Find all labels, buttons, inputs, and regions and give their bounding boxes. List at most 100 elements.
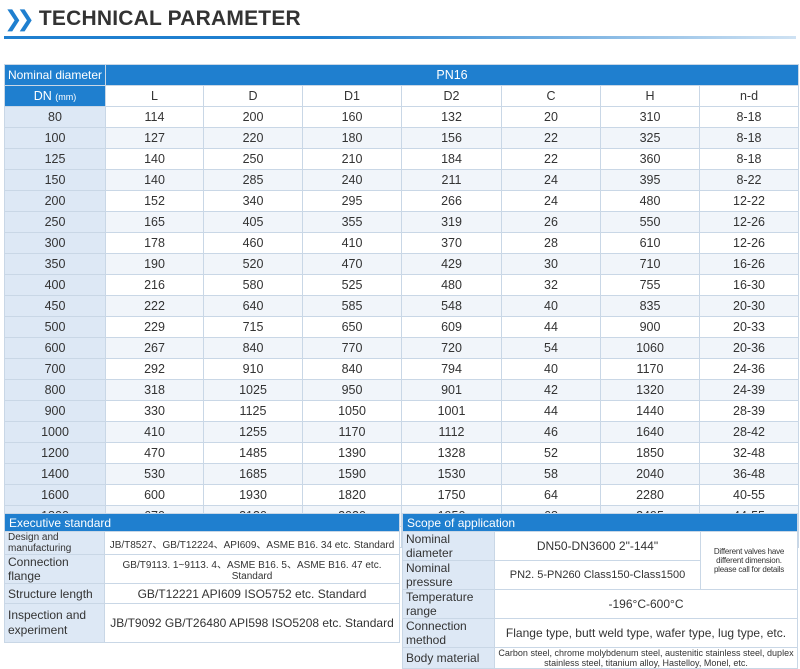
table-cell: 370 <box>401 232 502 254</box>
table-cell: 12-26 <box>698 232 800 254</box>
table-cell: 1640 <box>600 421 700 443</box>
table-cell: 325 <box>600 127 700 149</box>
dn-cell: 800 <box>4 379 106 401</box>
dn-cell: 1600 <box>4 484 106 506</box>
heading-underline <box>4 36 796 39</box>
connection-flange-label: Connection flange <box>4 554 105 584</box>
table-cell: 24 <box>501 190 601 212</box>
body-material-value: Carbon steel, chrome molybdenum steel, a… <box>494 647 798 669</box>
table-cell: 165 <box>105 211 204 233</box>
table-cell: 319 <box>401 211 502 233</box>
dn-cell: 400 <box>4 274 106 296</box>
table-cell: 1440 <box>600 400 700 422</box>
table-cell: 8-22 <box>698 169 800 191</box>
dn-header-unit: (mm) <box>55 92 77 102</box>
table-cell: 600 <box>105 484 204 506</box>
double-chevron-icon: ❯❯ <box>4 6 35 31</box>
table-cell: 250 <box>203 148 303 170</box>
table-cell: 40 <box>501 295 601 317</box>
temperature-range-value: -196°C-600°C <box>494 589 798 619</box>
table-cell: 715 <box>203 316 303 338</box>
table-cell: 318 <box>105 379 204 401</box>
table-cell: 1685 <box>203 463 303 485</box>
scope-of-application-table: Scope of application Nominal diameter DN… <box>402 513 799 669</box>
table-cell: 58 <box>501 463 601 485</box>
table-cell: 585 <box>302 295 402 317</box>
table-cell: 44 <box>501 316 601 338</box>
executive-standard-table: Executive standard Design and manufactur… <box>4 513 400 643</box>
table-cell: 16-26 <box>698 253 800 275</box>
nominal-diameter-label: Nominal diameter <box>402 531 495 561</box>
table-cell: 2280 <box>600 484 700 506</box>
table-cell: 140 <box>105 169 204 191</box>
table-cell: 160 <box>302 106 402 128</box>
table-cell: 480 <box>401 274 502 296</box>
table-row: 350 190 520 470 429 30 710 16-26 <box>4 253 800 275</box>
table-cell: 840 <box>302 358 402 380</box>
table-row: 400 216 580 525 480 32 755 16-30 <box>4 274 800 296</box>
column-header: C <box>501 85 601 107</box>
table-row: 1000 410 1255 1170 1112 46 1640 28-42 <box>4 421 800 443</box>
table-cell: 1050 <box>302 400 402 422</box>
table-cell: 210 <box>302 148 402 170</box>
table-row: 450 222 640 585 548 40 835 20-30 <box>4 295 800 317</box>
dn-cell: 600 <box>4 337 106 359</box>
table-row: 900 330 1125 1050 1001 44 1440 28-39 <box>4 400 800 422</box>
table-cell: 2040 <box>600 463 700 485</box>
dn-header-label: DN <box>33 89 52 103</box>
table-cell: 525 <box>302 274 402 296</box>
table-cell: 710 <box>600 253 700 275</box>
table-cell: 1820 <box>302 484 402 506</box>
table-cell: 8-18 <box>698 127 800 149</box>
table-cell: 1320 <box>600 379 700 401</box>
table-cell: 267 <box>105 337 204 359</box>
table-cell: 330 <box>105 400 204 422</box>
parameter-rows: 80 114 200 160 132 20 310 8-18 100 127 220 180 156 22… <box>4 106 800 548</box>
table-cell: 770 <box>302 337 402 359</box>
section-heading: ❯❯ TECHNICAL PARAMETER <box>4 6 301 32</box>
table-row: 300 178 460 410 370 28 610 12-26 <box>4 232 800 254</box>
column-header: D2 <box>401 85 502 107</box>
nominal-pressure-value: PN2. 5-PN260 Class150-Class1500 <box>494 560 701 590</box>
table-cell: 20-33 <box>698 316 800 338</box>
dn-cell: 450 <box>4 295 106 317</box>
table-cell: 650 <box>302 316 402 338</box>
table-row: 200 152 340 295 266 24 480 12-22 <box>4 190 800 212</box>
table-cell: 580 <box>203 274 303 296</box>
table-cell: 285 <box>203 169 303 191</box>
table-row: 600 267 840 770 720 54 1060 20-36 <box>4 337 800 359</box>
dimension-note: Different valves have different dimensio… <box>699 531 799 590</box>
table-cell: 410 <box>105 421 204 443</box>
table-cell: 8-18 <box>698 106 800 128</box>
table-cell: 36-48 <box>698 463 800 485</box>
design-manufacturing-value: JB/T8527、GB/T12224、API609、ASME B16. 34 e… <box>104 531 400 555</box>
table-cell: 429 <box>401 253 502 275</box>
table-cell: 1125 <box>203 400 303 422</box>
body-material-label: Body material <box>402 647 495 669</box>
table-cell: 12-22 <box>698 190 800 212</box>
table-cell: 44 <box>501 400 601 422</box>
table-cell: 8-18 <box>698 148 800 170</box>
dn-cell: 1200 <box>4 442 106 464</box>
table-cell: 114 <box>105 106 204 128</box>
table-cell: 28 <box>501 232 601 254</box>
table-cell: 64 <box>501 484 601 506</box>
dn-cell: 1400 <box>4 463 106 485</box>
table-row: 1400 530 1685 1590 1530 58 2040 36-48 <box>4 463 800 485</box>
table-cell: 1930 <box>203 484 303 506</box>
table-cell: 720 <box>401 337 502 359</box>
table-cell: 28-42 <box>698 421 800 443</box>
table-cell: 1850 <box>600 442 700 464</box>
dn-cell: 100 <box>4 127 106 149</box>
table-cell: 548 <box>401 295 502 317</box>
table-cell: 42 <box>501 379 601 401</box>
inspection-experiment-label: Inspection and experiment <box>4 603 105 643</box>
table-cell: 40 <box>501 358 601 380</box>
table-cell: 229 <box>105 316 204 338</box>
table-cell: 340 <box>203 190 303 212</box>
table-cell: 26 <box>501 211 601 233</box>
table-cell: 840 <box>203 337 303 359</box>
table-cell: 794 <box>401 358 502 380</box>
